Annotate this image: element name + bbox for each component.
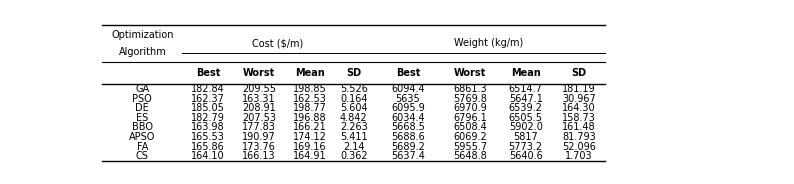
- Text: 6069.2: 6069.2: [453, 132, 488, 142]
- Text: SD: SD: [346, 68, 361, 78]
- Text: 174.12: 174.12: [293, 132, 326, 142]
- Text: CS: CS: [136, 151, 148, 161]
- Text: 5955.7: 5955.7: [453, 141, 488, 152]
- Text: Best: Best: [195, 68, 220, 78]
- Text: Mean: Mean: [295, 68, 325, 78]
- Text: 6505.5: 6505.5: [509, 113, 542, 123]
- Text: 158.73: 158.73: [562, 113, 596, 123]
- Text: PSO: PSO: [133, 94, 152, 104]
- Text: 6094.4: 6094.4: [391, 84, 425, 94]
- Text: SD: SD: [572, 68, 587, 78]
- Text: 5635: 5635: [395, 94, 420, 104]
- Text: 5648.8: 5648.8: [453, 151, 488, 161]
- Text: 0.164: 0.164: [340, 94, 368, 104]
- Text: 5637.4: 5637.4: [391, 151, 425, 161]
- Text: 4.842: 4.842: [340, 113, 368, 123]
- Text: 6095.9: 6095.9: [391, 103, 425, 113]
- Text: APSO: APSO: [129, 132, 156, 142]
- Text: 163.98: 163.98: [191, 123, 225, 132]
- Text: 182.79: 182.79: [191, 113, 225, 123]
- Text: 165.53: 165.53: [191, 132, 225, 142]
- Text: 169.16: 169.16: [293, 141, 326, 152]
- Text: ES: ES: [137, 113, 148, 123]
- Text: 5640.6: 5640.6: [509, 151, 542, 161]
- Text: 6970.9: 6970.9: [453, 103, 488, 113]
- Text: Best: Best: [395, 68, 420, 78]
- Text: 5817: 5817: [513, 132, 538, 142]
- Text: 0.362: 0.362: [340, 151, 368, 161]
- Text: Worst: Worst: [454, 68, 487, 78]
- Text: 6514.7: 6514.7: [509, 84, 542, 94]
- Text: 30.967: 30.967: [562, 94, 596, 104]
- Text: 165.86: 165.86: [191, 141, 225, 152]
- Text: BBO: BBO: [132, 123, 152, 132]
- Text: 52.096: 52.096: [562, 141, 596, 152]
- Text: 5.411: 5.411: [340, 132, 368, 142]
- Text: 182.84: 182.84: [191, 84, 225, 94]
- Text: 5668.5: 5668.5: [391, 123, 425, 132]
- Text: GA: GA: [135, 84, 149, 94]
- Text: 198.85: 198.85: [293, 84, 326, 94]
- Text: 208.91: 208.91: [242, 103, 276, 113]
- Text: 209.55: 209.55: [242, 84, 276, 94]
- Text: 5688.6: 5688.6: [391, 132, 425, 142]
- Text: 190.97: 190.97: [242, 132, 276, 142]
- Text: 5647.1: 5647.1: [509, 94, 542, 104]
- Text: Worst: Worst: [243, 68, 276, 78]
- Text: 198.77: 198.77: [293, 103, 326, 113]
- Text: 2.263: 2.263: [340, 123, 368, 132]
- Text: 5689.2: 5689.2: [391, 141, 425, 152]
- Text: 81.793: 81.793: [562, 132, 596, 142]
- Text: 164.91: 164.91: [293, 151, 326, 161]
- Text: 166.21: 166.21: [293, 123, 326, 132]
- Text: 196.88: 196.88: [293, 113, 326, 123]
- Text: 1.703: 1.703: [565, 151, 593, 161]
- Text: DE: DE: [136, 103, 149, 113]
- Text: 173.76: 173.76: [242, 141, 276, 152]
- Text: 5.526: 5.526: [340, 84, 368, 94]
- Text: 166.13: 166.13: [242, 151, 276, 161]
- Text: 207.53: 207.53: [242, 113, 276, 123]
- Text: 5.604: 5.604: [340, 103, 368, 113]
- Text: 164.30: 164.30: [562, 103, 596, 113]
- Text: 6034.4: 6034.4: [391, 113, 425, 123]
- Text: 181.19: 181.19: [562, 84, 596, 94]
- Text: 6508.4: 6508.4: [453, 123, 488, 132]
- Text: Cost ($/m): Cost ($/m): [252, 38, 303, 48]
- Text: 177.83: 177.83: [242, 123, 276, 132]
- Text: 161.48: 161.48: [562, 123, 596, 132]
- Text: 185.05: 185.05: [191, 103, 225, 113]
- Text: 162.37: 162.37: [191, 94, 225, 104]
- Text: Mean: Mean: [511, 68, 541, 78]
- Text: 5902.0: 5902.0: [509, 123, 542, 132]
- Text: 2.14: 2.14: [343, 141, 364, 152]
- Text: 163.31: 163.31: [242, 94, 276, 104]
- Text: Weight (kg/m): Weight (kg/m): [454, 38, 524, 48]
- Text: 162.53: 162.53: [293, 94, 326, 104]
- Text: 6539.2: 6539.2: [509, 103, 542, 113]
- Text: 5769.8: 5769.8: [453, 94, 488, 104]
- Text: FA: FA: [137, 141, 148, 152]
- Text: 6861.3: 6861.3: [453, 84, 487, 94]
- Text: 164.10: 164.10: [191, 151, 225, 161]
- Text: 6796.1: 6796.1: [453, 113, 488, 123]
- Text: Algorithm: Algorithm: [118, 47, 166, 57]
- Text: Optimization: Optimization: [111, 30, 174, 40]
- Text: 5773.2: 5773.2: [509, 141, 543, 152]
